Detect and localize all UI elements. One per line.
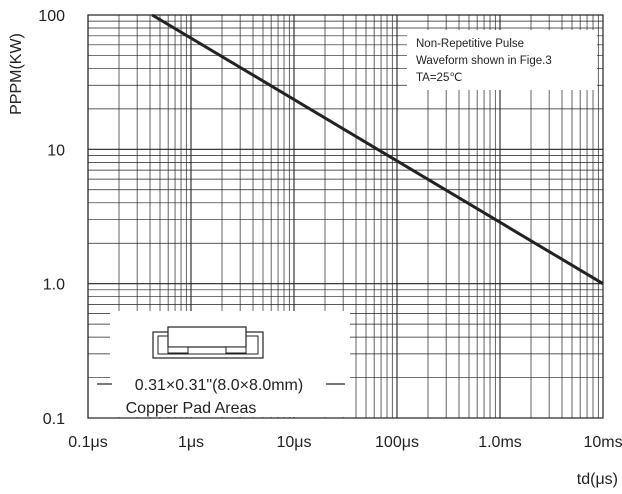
x-tick-labels: 0.1μs 1μs 10μs 100μs 1.0ms 10ms	[68, 434, 622, 451]
annotation-line-3: TA=25℃	[416, 72, 462, 84]
annotation-box: Non-Repetitive Pulse Waveform shown in F…	[407, 30, 597, 90]
copper-pad-inset: 0.31×0.31"(8.0×8.0mm) Copper Pad Areas	[97, 311, 350, 417]
x-tick-label: 10μs	[276, 434, 311, 451]
copper-pad-diagram	[152, 326, 264, 359]
y-axis-label: PPPM(KW)	[8, 33, 25, 115]
annotation-line-2: Waveform shown in Fige.3	[416, 55, 552, 67]
y-tick-labels: 100 10 1.0 0.1	[38, 8, 65, 428]
y-tick-label: 100	[38, 8, 65, 25]
y-tick-label: 10	[47, 142, 65, 159]
x-tick-label: 10ms	[583, 434, 622, 451]
x-tick-label: 0.1μs	[68, 434, 107, 451]
y-tick-label: 0.1	[43, 411, 65, 428]
x-tick-label: 1μs	[178, 434, 204, 451]
pad-size-label: 0.31×0.31"(8.0×8.0mm)	[135, 377, 303, 394]
x-tick-label: 100μs	[375, 434, 419, 451]
series-line-peak-pulse-power	[151, 13, 604, 285]
y-tick-label: 1.0	[43, 277, 65, 294]
x-axis-label: td(μs)	[577, 471, 618, 488]
pad-area-label: Copper Pad Areas	[126, 400, 257, 417]
x-tick-label: 1.0ms	[478, 434, 522, 451]
annotation-line-1: Non-Repetitive Pulse	[416, 38, 524, 50]
plot-frame	[87, 14, 604, 419]
